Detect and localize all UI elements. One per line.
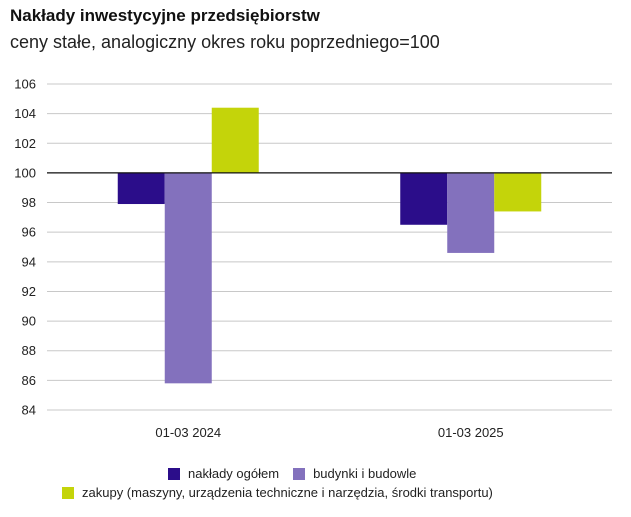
- y-tick-label: 86: [22, 373, 36, 388]
- legend-item-series-2: budynki i budowle: [293, 466, 416, 481]
- y-tick-label: 98: [22, 195, 36, 210]
- chart-title: Nakłady inwestycyjne przedsiębiorstw: [10, 6, 320, 25]
- y-tick-label: 94: [22, 254, 36, 269]
- y-tick-label: 102: [14, 136, 36, 151]
- bar-2-1: [164, 172, 212, 384]
- y-tick-label: 104: [14, 106, 36, 121]
- y-tick-label: 96: [22, 225, 36, 240]
- legend-label-series-2: budynki i budowle: [313, 466, 417, 481]
- x-tick-label: 01-03 2025: [438, 425, 504, 440]
- y-tick-label: 106: [14, 77, 36, 92]
- legend-row-1: nakłady ogółem budynki i budowle: [168, 466, 430, 481]
- y-tick-label: 100: [14, 165, 36, 180]
- legend-swatch-series-1: [168, 467, 180, 480]
- legend-label-series-1: nakłady ogółem: [188, 466, 280, 481]
- legend-item-series-1: nakłady ogółem: [168, 466, 279, 481]
- x-tick-label: 01-03 2024: [155, 425, 221, 440]
- y-tick-label: 88: [22, 343, 36, 358]
- bar-2-2: [447, 172, 495, 253]
- legend-item-series-3: zakupy (maszyny, urządzenia techniczne i…: [62, 485, 493, 500]
- y-tick-label: 84: [22, 403, 36, 418]
- bar-1-1: [117, 172, 165, 205]
- bar-1-2: [400, 172, 448, 225]
- chart-subtitle: ceny stałe, analogiczny okres roku poprz…: [10, 32, 440, 52]
- legend-swatch-series-3: [62, 486, 74, 499]
- y-tick-label: 90: [22, 314, 36, 329]
- legend-label-series-3: zakupy (maszyny, urządzenia techniczne i…: [82, 485, 493, 500]
- bar-3-1: [211, 107, 259, 173]
- bar-3-2: [494, 172, 542, 212]
- legend-row-2: zakupy (maszyny, urządzenia techniczne i…: [62, 485, 507, 500]
- legend-swatch-series-2: [293, 467, 306, 480]
- y-tick-label: 92: [22, 284, 36, 299]
